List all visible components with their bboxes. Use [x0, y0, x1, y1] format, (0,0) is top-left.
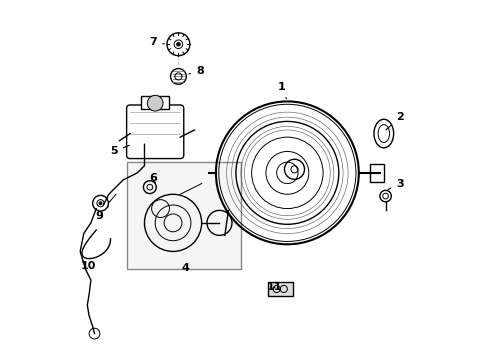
Circle shape [99, 202, 102, 204]
Text: 5: 5 [110, 145, 129, 157]
Circle shape [147, 95, 163, 111]
Text: 7: 7 [149, 37, 164, 48]
Bar [267, 282, 292, 296]
Text: 10: 10 [80, 261, 96, 271]
Text: 6: 6 [149, 173, 157, 183]
Bar [369, 164, 383, 182]
Text: 9: 9 [95, 206, 108, 221]
Circle shape [176, 42, 180, 46]
Text: 3: 3 [387, 179, 403, 189]
Bar [126, 162, 241, 269]
Text: 4: 4 [181, 262, 189, 273]
Text: 2: 2 [385, 112, 403, 130]
Text: 8: 8 [188, 66, 203, 76]
Text: 1: 1 [278, 82, 286, 99]
Bar [141, 96, 169, 109]
Text: 11: 11 [266, 282, 282, 292]
FancyBboxPatch shape [126, 105, 183, 158]
